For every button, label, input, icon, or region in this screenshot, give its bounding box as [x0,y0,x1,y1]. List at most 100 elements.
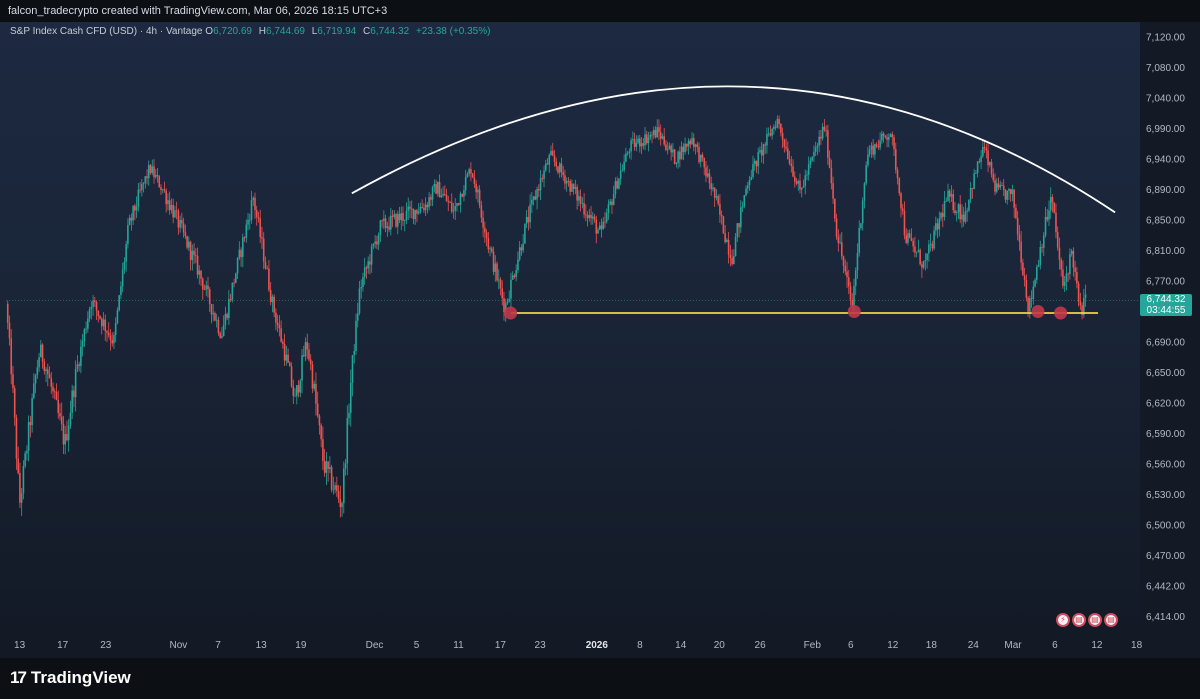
us-flag-icon[interactable]: ▤ [1088,613,1102,627]
price-tick-label: 7,080.00 [1146,63,1185,74]
candle-body [228,298,230,319]
candle-body [174,210,176,218]
candle-body [191,250,194,261]
candle-body [635,142,638,147]
candle-body [983,147,986,149]
candle-body [116,310,119,323]
event-markers[interactable]: ⚡ ▤ ▤ ▤ [1056,613,1118,627]
candle-body [938,218,941,230]
candle-body [78,364,80,366]
candle-body [257,216,260,219]
candle-body [891,134,894,138]
price-tick-label: 6,770.00 [1146,277,1185,288]
candle-body [734,236,737,256]
candle-body [344,463,347,469]
candle-body [917,249,920,252]
time-tick-label: 13 [256,640,268,651]
candle-body [294,395,296,397]
candle-body [823,126,826,131]
candle-body [948,190,951,197]
candle-body [417,211,420,214]
candle-body [147,165,150,179]
candle-body [443,193,446,195]
candle-body [208,289,211,305]
candle-body [935,223,937,231]
candle-body [1053,202,1056,213]
candle-body [633,139,636,147]
candle-body [677,151,679,163]
candle-body [811,156,813,161]
candle-body [149,165,152,173]
plot-area[interactable] [0,22,1140,632]
candle-body [888,137,890,140]
symbol-legend[interactable]: S&P Index Cash CFD (USD) · 4h · Vantage … [10,26,494,37]
candle-body [874,144,876,155]
candle-body [926,253,928,260]
candle-body [722,216,725,234]
candle-body [982,147,984,157]
candle-body [127,224,129,245]
price-axis[interactable] [1140,22,1200,632]
candle-body [821,126,824,139]
candle-body [959,204,961,220]
candle-body [370,246,373,265]
candle-body [591,216,594,219]
candle-body [235,273,237,283]
candle-body [336,485,338,491]
candle-body [807,164,810,175]
time-tick-label: 13 [14,640,26,651]
symbol-name: S&P Index Cash CFD (USD) · 4h · Vantage [10,26,203,37]
candle-body [106,331,108,333]
lightning-icon[interactable]: ⚡ [1056,613,1070,627]
candle-body [353,351,356,356]
candle-body [118,295,120,311]
candle-body [872,145,874,155]
last-price-value: 6,744.32 [1146,293,1186,305]
price-tick-label: 6,940.00 [1146,155,1185,166]
candle-body [1015,207,1017,219]
candle-body [285,354,288,361]
candle-body [647,137,650,144]
candle-body [856,252,859,271]
us-flag-icon[interactable]: ▤ [1104,613,1118,627]
us-flag-icon[interactable]: ▤ [1072,613,1086,627]
candle-body [393,214,396,217]
candle-body [612,194,615,206]
candle-body [153,166,155,178]
candle-body [524,223,526,244]
candle-body [809,160,812,165]
candle-body [532,196,535,200]
candle-body [988,162,991,166]
candle-body [851,299,854,306]
candle-body [212,313,215,315]
candle-body [792,166,794,177]
candle-body [630,140,632,152]
candle-body [332,489,335,491]
time-axis[interactable] [0,632,1200,658]
candle-body [806,174,808,176]
candle-body [1049,197,1052,211]
candle-body [1036,267,1038,280]
candle-body [691,138,693,145]
candle-body [461,193,464,197]
tradingview-logo[interactable]: 17 TradingView [10,666,131,690]
price-tick-label: 6,590.00 [1146,429,1185,440]
candle-body [900,193,902,209]
candle-body [501,288,504,299]
candle-body [87,318,89,329]
candle-body [933,230,935,249]
candle-body [144,176,147,183]
candle-body [229,298,232,300]
candle-body [605,212,608,222]
candle-body [62,423,65,445]
candle-body [41,344,44,362]
candle-body [355,320,357,352]
candle-body [793,176,796,182]
candle-body [386,226,389,228]
candle-body [410,208,413,210]
candle-body [172,205,174,218]
candle-body [546,163,549,165]
candle-body [553,155,556,162]
time-tick-label: 26 [755,640,767,651]
candle-body [299,380,302,393]
